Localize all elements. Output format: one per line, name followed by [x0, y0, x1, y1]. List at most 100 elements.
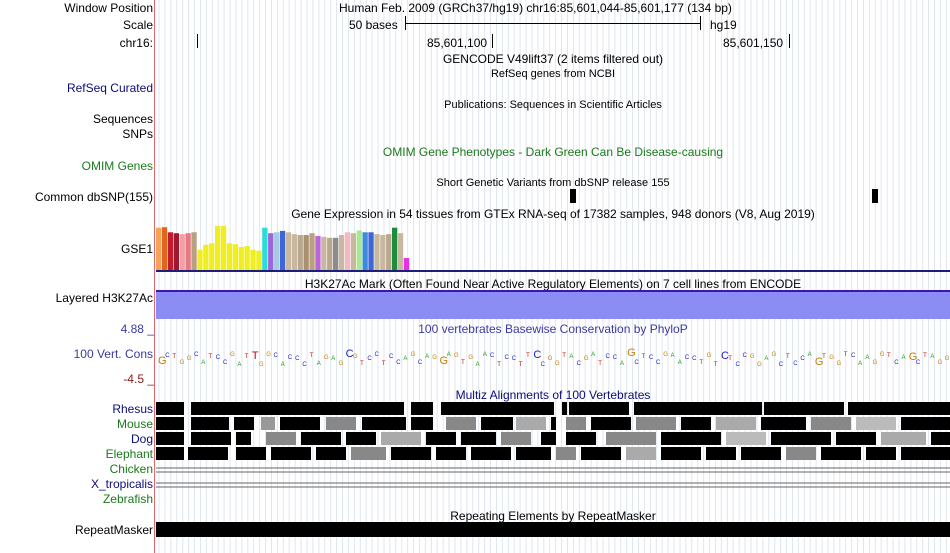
dbsnp-track-title[interactable]: Short Genetic Variants from dbSNP releas… [436, 177, 670, 189]
repeatmasker-track-label[interactable]: RepeatMasker [74, 523, 153, 537]
phylop-base-letter: G [432, 355, 437, 361]
multiz-block [866, 447, 896, 460]
phylop-base-letter: G [873, 360, 878, 366]
multiz-block [706, 447, 736, 460]
gtex-tissue-bar [356, 230, 362, 270]
multiz-species-elephant[interactable]: Elephant [105, 447, 153, 461]
phylop-base-letter: C [346, 348, 354, 360]
multiz-block [661, 432, 721, 445]
multiz-block [881, 432, 926, 445]
multiz-block [569, 402, 629, 415]
phylop-base-letter: T [844, 352, 848, 358]
phylop-base-letter: C [295, 356, 300, 362]
phylop-base-letter: T [887, 353, 891, 359]
phylop-base-letter: A [569, 354, 573, 360]
phylop-base-letter: C [692, 356, 697, 362]
phylop-base-letter: T [360, 361, 364, 367]
coord-tick-3 [789, 34, 790, 48]
gtex-tissue-bar [197, 249, 203, 270]
phylop-base-letter: G [411, 352, 416, 358]
multiz-block [236, 432, 251, 445]
multiz-species-chicken[interactable]: Chicken [109, 462, 153, 476]
multiz-species-zebrafish[interactable]: Zebrafish [102, 492, 153, 506]
phylop-base-letter: G [230, 352, 235, 358]
multiz-block [156, 432, 184, 445]
phylop-track-title[interactable]: 100 vertebrates Basewise Conservation by… [418, 322, 688, 336]
gtex-tissue-bar [338, 235, 345, 270]
dbsnp-track-label[interactable]: Common dbSNP(155) [34, 190, 153, 204]
dbsnp-variant-1[interactable] [570, 189, 576, 203]
omim-track-title[interactable]: OMIM Gene Phenotypes - Dark Green Can Be… [382, 145, 724, 159]
publications-sequences-label[interactable]: Sequences [92, 112, 153, 126]
phylop-base-letter: A [317, 361, 321, 367]
phylop-base-letter: A [678, 360, 682, 366]
phylop-base-letter: G [663, 352, 668, 358]
publications-snps-label[interactable]: SNPs [122, 127, 153, 141]
omim-track-label[interactable]: OMIM Genes [81, 159, 153, 173]
dbsnp-variant-2[interactable] [872, 189, 878, 203]
phylop-base-letter: C [194, 352, 199, 358]
refseq-track-title[interactable]: RefSeq genes from NCBI [490, 68, 616, 80]
multiz-species-mouse[interactable]: Mouse [116, 417, 153, 431]
repeatmasker-element[interactable] [156, 522, 950, 537]
phylop-base-letter: T [923, 353, 927, 359]
phylop-base-letter: T [562, 353, 566, 359]
phylop-base-letter: G [757, 362, 762, 368]
phylop-min-label: -4.5 _ [123, 372, 154, 386]
multiz-block [821, 447, 861, 460]
phylop-track-label[interactable]: 100 Vert. Cons [73, 347, 153, 361]
gtex-tissue-bar [321, 236, 327, 270]
multiz-block [566, 432, 596, 445]
multiz-block [316, 447, 346, 460]
phylop-base-letter: G [259, 362, 264, 368]
multiz-species-xtropicalis[interactable]: X_tropicalis [90, 477, 153, 491]
repeatmasker-track-title[interactable]: Repeating Elements by RepeatMasker [450, 509, 656, 523]
multiz-block [786, 447, 816, 460]
h3k27ac-track-label[interactable]: Layered H3K27Ac [55, 291, 153, 305]
gtex-tissue-bar [161, 227, 168, 270]
multiz-block [156, 447, 184, 460]
phylop-base-letter: A [865, 355, 869, 361]
multiz-block [471, 447, 511, 460]
phylop-base-letter: C [735, 362, 740, 368]
multiz-block [761, 417, 806, 430]
gtex-tissue-bar [279, 230, 286, 270]
publications-track-title[interactable]: Publications: Sequences in Scientific Ar… [444, 99, 662, 111]
phylop-base-letter: G [324, 355, 329, 361]
multiz-track-title[interactable]: Multiz Alignments of 100 Vertebrates [455, 388, 651, 402]
multiz-block [261, 417, 275, 430]
gtex-tissue-bar [179, 234, 185, 270]
gencode-track-title[interactable]: GENCODE V49lift37 (2 items filtered out) [442, 52, 664, 66]
multiz-species-rhesus[interactable]: Rhesus [112, 402, 153, 416]
multiz-alignment-blocks[interactable] [156, 402, 950, 492]
gtex-tissue-bar [262, 227, 268, 270]
multiz-block [411, 417, 433, 430]
phylop-base-letter: C [721, 350, 729, 362]
gtex-track-title[interactable]: Gene Expression in 54 tissues from GTEx … [291, 207, 815, 221]
phylop-base-letter: T [310, 353, 314, 359]
phylop-base-letter: G [750, 354, 755, 360]
h3k27ac-top-line [156, 290, 950, 292]
phylop-max-label: 4.88 _ [120, 322, 154, 336]
refseq-track-label[interactable]: RefSeq Curated [66, 81, 153, 95]
gtex-track-label[interactable]: GSE1 [120, 242, 153, 256]
phylop-base-letter: C [223, 360, 228, 366]
gtex-tissue-bar [185, 233, 191, 270]
multiz-block [156, 402, 184, 415]
multiz-species-dog[interactable]: Dog [130, 432, 153, 446]
phylop-base-letter: A [483, 352, 487, 358]
phylop-base-letter: G [353, 354, 358, 360]
gtex-tissue-bar [256, 250, 262, 270]
h3k27ac-signal[interactable] [156, 292, 950, 319]
scale-assembly-text: hg19 [710, 18, 737, 32]
multiz-block [581, 447, 621, 460]
scale-bar-right-end [700, 16, 701, 30]
phylop-base-letter: A [237, 362, 241, 368]
phylop-base-letter: A [403, 356, 407, 362]
h3k27ac-track-title[interactable]: H3K27Ac Mark (Often Found Near Active Re… [304, 277, 802, 291]
phylop-base-letter: C [613, 355, 618, 361]
phylop-base-letter: T [209, 354, 213, 360]
gtex-bar-chart[interactable] [156, 222, 950, 272]
